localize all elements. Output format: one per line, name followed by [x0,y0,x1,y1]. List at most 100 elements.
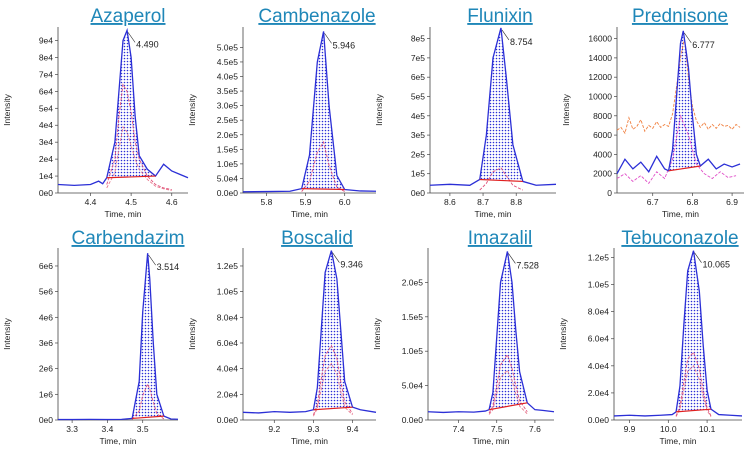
y-tick-label: 2e5 [411,149,425,159]
y-tick-label: 5e4 [39,103,53,113]
x-axis-label: Time, min [660,436,697,446]
qualifier-trace [488,353,528,414]
integration-baseline [479,178,523,183]
peak-area [132,253,164,419]
y-tick-label: 8e4 [39,52,53,62]
y-axis-label: Intensity [187,93,197,125]
y-tick-label: 0.0e0 [588,415,610,425]
y-tick-label: 3e4 [39,137,53,147]
x-tick-label: 6.8 [686,197,698,207]
y-tick-label: 2.0e5 [217,130,239,140]
peak-label-leader [501,29,510,41]
chart-panel-imazalil: Imazalil 0.0e0 5.0e4 1.0e5 1.5e5 2.0e5 7.4 7.5 7… [372,228,555,446]
y-tick-label: 5.0e5 [217,42,239,52]
y-tick-label: 0.0e0 [217,415,239,425]
y-tick-label: 4.5e5 [217,57,239,67]
peak-label-leader [684,32,692,44]
x-tick-label: 8.7 [477,197,489,207]
y-tick-label: 0e0 [39,188,53,198]
qualifier-trace [131,382,165,420]
x-tick-label: 6.9 [726,197,738,207]
quantifier-trace [57,27,189,187]
integration-baseline [668,165,701,172]
peak-label-leader [694,252,702,263]
y-tick-label: 2.0e4 [588,388,610,398]
qualifier-trace [106,83,172,191]
chart-panel-flunixin: Flunixin 0e0 1e5 2e5 3e5 4e5 5e5 6e5 7e5 8e5 8.6 8.… [374,6,557,219]
x-tick-label: 7.5 [491,424,503,434]
chart-title: Flunixin [467,6,532,27]
qualifier-trace [675,351,712,417]
x-tick-label: 4.6 [166,197,178,207]
y-axis-label: Intensity [372,317,382,349]
y-tick-label: 1.2e5 [588,252,610,262]
chart-title: Tebuconazole [621,228,738,249]
y-tick-label: 3e5 [411,130,425,140]
peak-area [676,250,711,412]
y-axis-label: Intensity [187,317,197,349]
y-tick-label: 8e5 [411,34,425,44]
y-axis-label: Intensity [561,93,571,125]
y-tick-label: 2.5e5 [217,115,239,125]
y-tick-label: 16000 [588,34,612,44]
y-tick-label: 1.0e5 [217,159,239,169]
y-tick-label: 5e6 [39,287,53,297]
x-tick-label: 9.3 [307,424,319,434]
peak-label-leader [148,254,156,266]
peak-area [106,30,156,178]
y-tick-label: 3.5e5 [217,86,239,96]
y-tick-label: 2000 [593,169,612,179]
y-tick-label: 5.0e4 [217,173,239,183]
y-tick-label: 5e5 [411,91,425,101]
x-axis-label: Time, min [291,436,328,446]
y-axis-label: Intensity [374,93,384,125]
x-tick-label: 9.9 [624,424,636,434]
y-tick-label: 0.0e0 [217,188,239,198]
chart-title: Azaperol [91,6,166,27]
chart-title: Boscalid [281,228,353,249]
peak-rt-label: 6.777 [692,40,715,50]
x-tick-label: 9.4 [347,424,359,434]
x-tick-label: 5.9 [300,197,312,207]
qualifier-trace [616,38,741,135]
y-tick-label: 9e4 [39,36,53,46]
quantifier-trace [429,27,557,186]
x-tick-label: 8.6 [444,197,456,207]
y-tick-label: 4e4 [39,120,53,130]
x-tick-label: 7.6 [529,424,541,434]
y-tick-label: 3.0e5 [217,101,239,111]
y-tick-label: 3e6 [39,338,53,348]
x-tick-label: 8.8 [510,197,522,207]
y-tick-label: 7e4 [39,69,53,79]
y-tick-label: 2.0e4 [217,389,239,399]
y-tick-label: 1.5e5 [217,144,239,154]
peak-label-leader [508,253,516,264]
x-axis-label: Time, min [105,209,142,219]
y-tick-label: 0e0 [411,188,425,198]
y-tick-label: 1.5e5 [402,312,424,322]
y-tick-label: 14000 [588,53,612,63]
y-axis-label: Intensity [558,317,568,349]
qualifier-trace [312,344,353,416]
qualifier-trace [106,125,172,191]
qualifier-trace [301,140,345,192]
integration-baseline [676,408,712,413]
integration-baseline [301,188,345,191]
x-tick-label: 4.5 [125,197,137,207]
y-tick-label: 6e5 [411,72,425,82]
qualifier-trace [488,369,528,415]
peak-rt-label: 9.346 [340,260,363,270]
x-axis-label: Time, min [662,209,699,219]
chart-panel-azaperol: Azaperol 0e0 1e4 2e4 3e4 4e4 5e4 6e4 7e4 8e4 9e4 4.… [2,6,189,219]
y-tick-label: 1.2e5 [217,261,239,271]
x-tick-label: 5.8 [261,197,273,207]
x-axis-label: Time, min [475,209,512,219]
y-tick-label: 1e6 [39,389,53,399]
chart-title: Imazalil [468,228,532,249]
peak-area [479,27,523,182]
y-tick-label: 0e0 [39,415,53,425]
peak-rt-label: 8.754 [510,37,533,47]
qualifier-trace [313,362,353,417]
y-tick-label: 12000 [588,72,612,82]
